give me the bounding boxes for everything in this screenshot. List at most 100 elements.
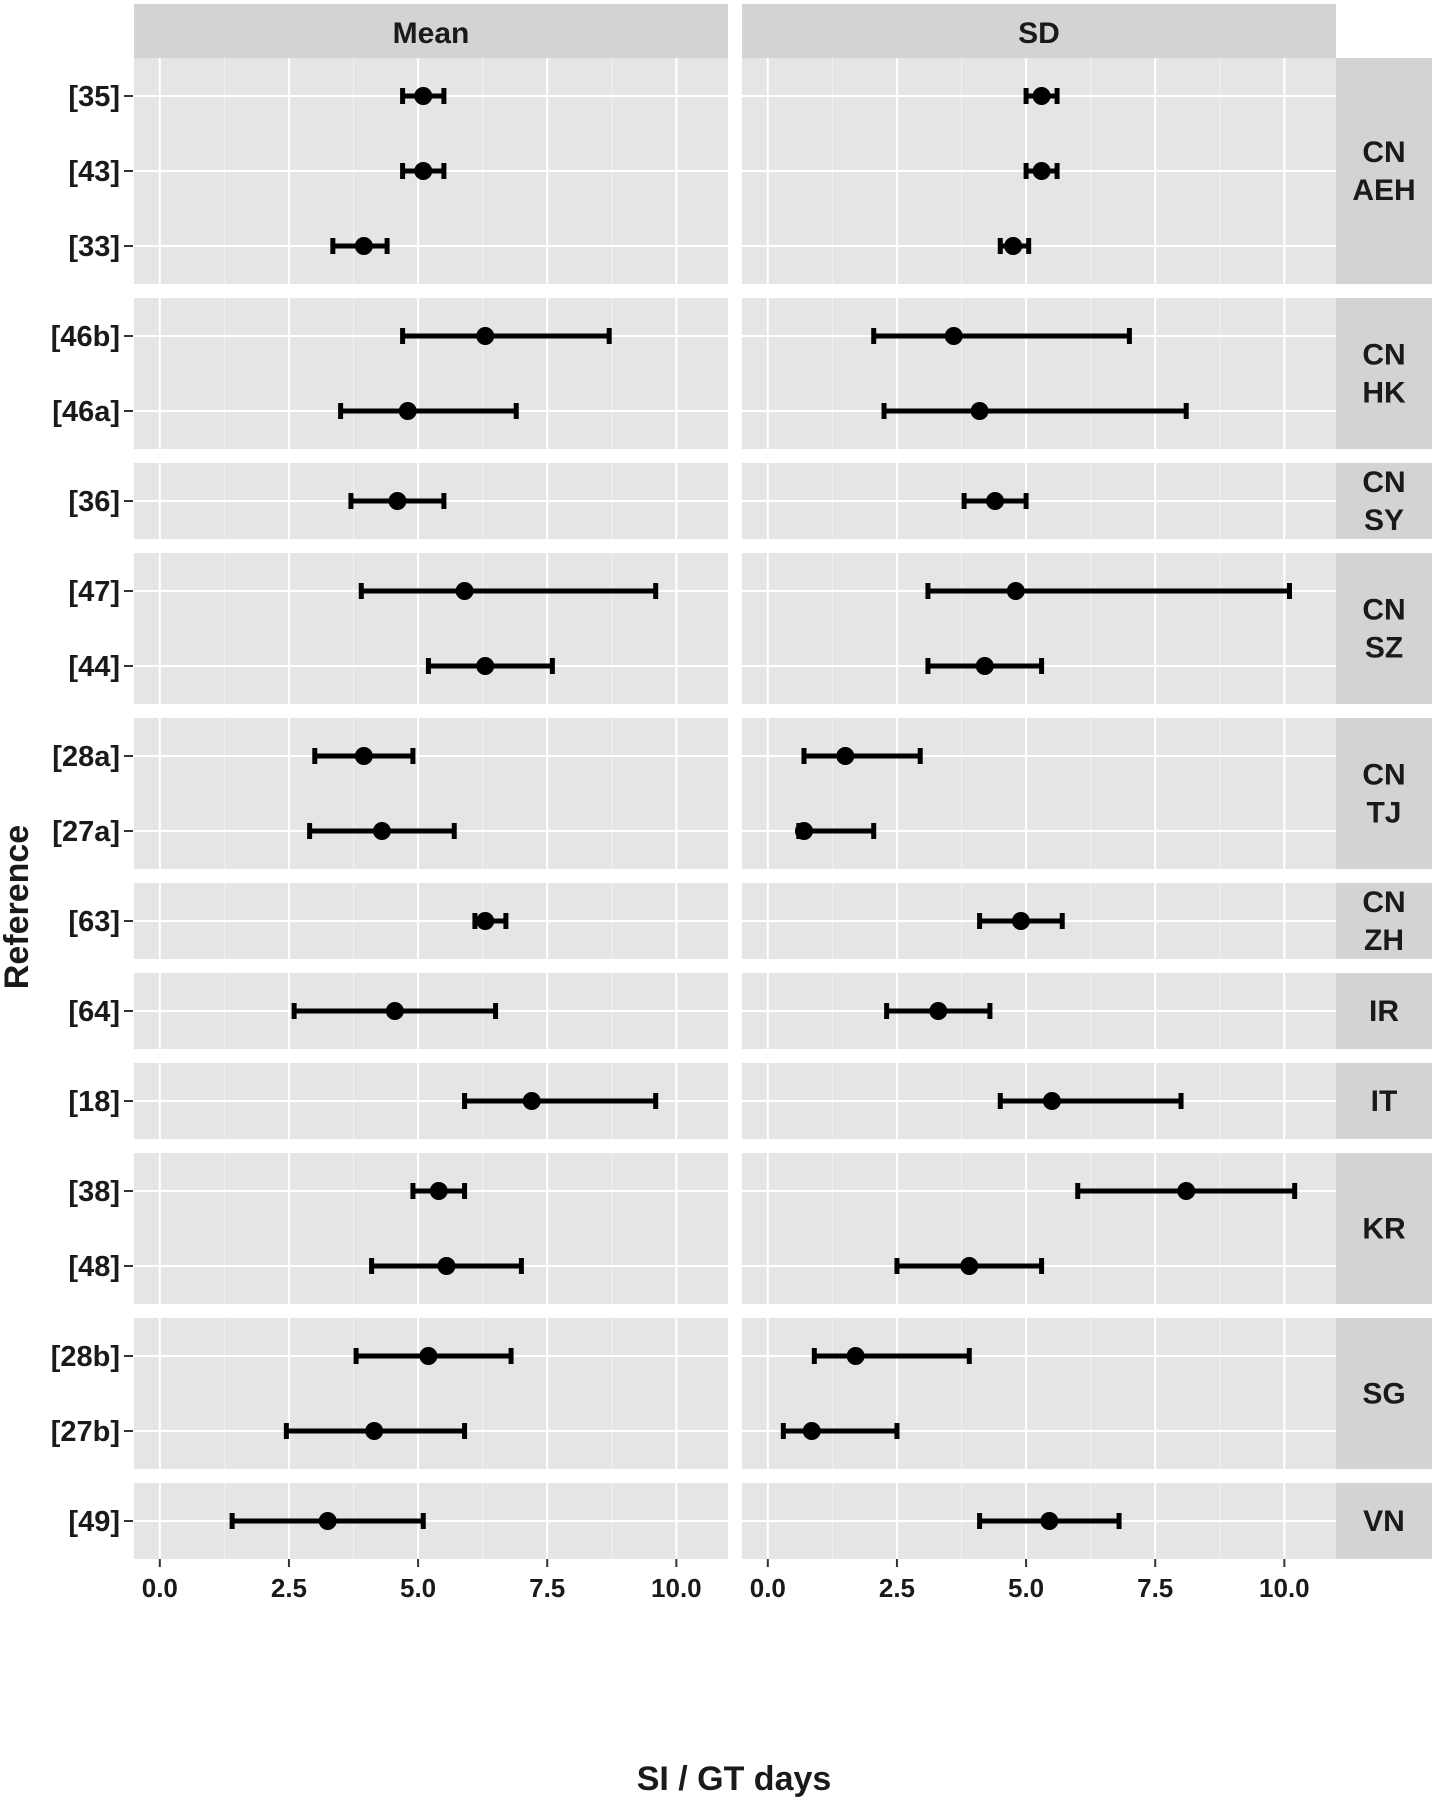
row-label: [38] bbox=[68, 1176, 120, 1208]
point-estimate bbox=[802, 1422, 821, 1440]
group-label: TJ bbox=[1366, 797, 1401, 830]
group-strip bbox=[1336, 298, 1432, 449]
facet-strip-1 bbox=[742, 4, 1336, 58]
facet-label-1: SD bbox=[1018, 17, 1060, 50]
point-estimate bbox=[354, 747, 373, 765]
panel-bg bbox=[134, 553, 728, 704]
row-label: [44] bbox=[68, 651, 120, 683]
point-estimate bbox=[372, 822, 391, 840]
point-estimate bbox=[1006, 582, 1025, 600]
point-estimate bbox=[429, 1182, 448, 1200]
x-tick-label: 5.0 bbox=[400, 1573, 436, 1603]
group-label: SZ bbox=[1365, 632, 1403, 665]
group-strip bbox=[1336, 463, 1432, 539]
point-estimate bbox=[398, 402, 417, 420]
row-label: [46b] bbox=[51, 321, 120, 353]
group-label: VN bbox=[1363, 1505, 1405, 1538]
group-label: CN bbox=[1362, 339, 1405, 372]
group-label: SG bbox=[1362, 1378, 1405, 1411]
group-label: HK bbox=[1362, 377, 1406, 410]
point-estimate bbox=[846, 1347, 865, 1365]
group-strip bbox=[1336, 718, 1432, 869]
point-estimate bbox=[1032, 87, 1051, 105]
group-label: CN bbox=[1362, 759, 1405, 792]
facet-strip-0 bbox=[134, 4, 728, 58]
panel-bg bbox=[742, 298, 1336, 449]
point-estimate bbox=[419, 1347, 438, 1365]
y-axis-title: Reference bbox=[0, 825, 36, 989]
facet-label-0: Mean bbox=[393, 17, 470, 50]
point-estimate bbox=[1032, 162, 1051, 180]
group-strip bbox=[1336, 973, 1432, 1049]
row-label: [36] bbox=[68, 486, 120, 518]
group-strip bbox=[1336, 1318, 1432, 1469]
row-label: [64] bbox=[68, 996, 120, 1028]
x-axis: 0.0 2.5 5.0 7.5 10.0 0.0 2.5 5.0 7.5 10.0 bbox=[142, 1559, 1310, 1603]
group-label: CN bbox=[1362, 136, 1405, 169]
group-label: ZH bbox=[1364, 924, 1404, 957]
x-tick-label: 5.0 bbox=[1008, 1573, 1044, 1603]
row-label: [46a] bbox=[52, 396, 120, 428]
group-label: CN bbox=[1362, 886, 1405, 919]
facet-strips: Mean SD CN AEH CN HK CN SY CN SZ CN TJ CN ZH IR IT KR SG V… bbox=[134, 4, 1432, 1559]
panel-bg bbox=[742, 553, 1336, 704]
point-estimate bbox=[929, 1002, 948, 1020]
row-label: [35] bbox=[68, 81, 120, 113]
panel-bg bbox=[134, 1153, 728, 1304]
point-estimate bbox=[414, 162, 433, 180]
row-label: [18] bbox=[68, 1086, 120, 1118]
group-strip bbox=[1336, 883, 1432, 959]
row-label: [27b] bbox=[51, 1416, 120, 1448]
point-estimate bbox=[1040, 1512, 1059, 1530]
point-estimate bbox=[970, 402, 989, 420]
group-label: CN bbox=[1362, 594, 1405, 627]
group-strip bbox=[1336, 1153, 1432, 1304]
data-marks bbox=[229, 87, 1298, 1530]
point-estimate bbox=[414, 87, 433, 105]
point-estimate bbox=[476, 327, 495, 345]
x-tick-label: 0.0 bbox=[142, 1573, 178, 1603]
x-tick-label: 10.0 bbox=[1259, 1573, 1310, 1603]
group-strip bbox=[1336, 553, 1432, 704]
point-estimate bbox=[522, 1092, 541, 1110]
point-estimate bbox=[836, 747, 855, 765]
x-tick-label: 2.5 bbox=[271, 1573, 307, 1603]
panel-bg bbox=[742, 1153, 1336, 1304]
row-label: [28a] bbox=[52, 741, 120, 773]
group-strip bbox=[1336, 1063, 1432, 1139]
point-estimate bbox=[794, 822, 813, 840]
row-label: [47] bbox=[68, 576, 120, 608]
point-estimate bbox=[354, 237, 373, 255]
point-estimate bbox=[975, 657, 994, 675]
row-label: [28b] bbox=[51, 1341, 120, 1373]
point-estimate bbox=[365, 1422, 384, 1440]
group-label: AEH bbox=[1352, 174, 1415, 207]
group-label: SY bbox=[1364, 504, 1404, 537]
x-tick-label: 2.5 bbox=[879, 1573, 915, 1603]
row-label: [43] bbox=[68, 156, 120, 188]
point-estimate bbox=[986, 492, 1005, 510]
group-label: CN bbox=[1362, 466, 1405, 499]
point-estimate bbox=[385, 1002, 404, 1020]
point-estimate bbox=[476, 912, 495, 930]
group-label: IT bbox=[1371, 1085, 1398, 1118]
group-strip bbox=[1336, 58, 1432, 284]
point-estimate bbox=[437, 1257, 456, 1275]
panel-bg bbox=[134, 1318, 728, 1469]
row-label: [48] bbox=[68, 1251, 120, 1283]
point-estimate bbox=[476, 657, 495, 675]
x-tick-label: 7.5 bbox=[1137, 1573, 1173, 1603]
panel-bg bbox=[742, 718, 1336, 869]
point-estimate bbox=[1011, 912, 1030, 930]
point-estimate bbox=[318, 1512, 337, 1530]
x-tick-label: 7.5 bbox=[529, 1573, 565, 1603]
row-label: [27a] bbox=[52, 816, 120, 848]
panel-bg bbox=[742, 1318, 1336, 1469]
row-label: [49] bbox=[68, 1506, 120, 1538]
point-estimate bbox=[1004, 237, 1023, 255]
row-label: [63] bbox=[68, 906, 120, 938]
row-label: [33] bbox=[68, 231, 120, 263]
x-tick-label: 10.0 bbox=[651, 1573, 702, 1603]
row-labels: [35] [43] [33] [46b] [46a] [36] [47] [44] [28a] [… bbox=[51, 81, 133, 1538]
